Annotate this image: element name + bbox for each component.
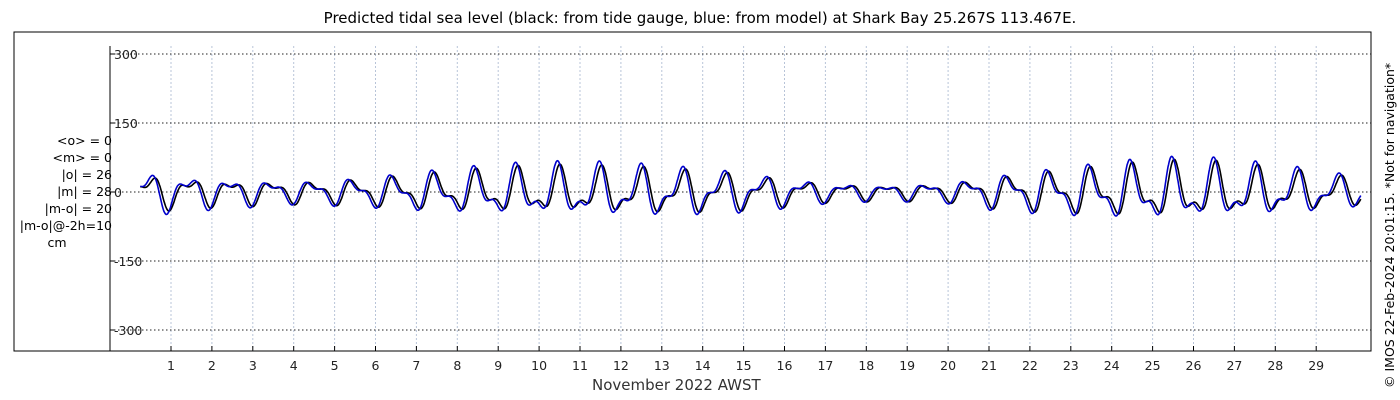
- stat-lagged-difference: |m-o|@-2h=10: [19, 218, 112, 233]
- x-tick-label: 4: [290, 358, 298, 373]
- x-tick-label: 26: [1186, 358, 1202, 373]
- y-tick-label: -150: [114, 254, 142, 269]
- x-tick-label: 7: [412, 358, 420, 373]
- stat-abs-model: |m| = 28: [57, 184, 112, 199]
- chart-title: Predicted tidal sea level (black: from t…: [323, 9, 1077, 27]
- x-tick-label: 28: [1267, 358, 1283, 373]
- stat-abs-observed: |o| = 26: [61, 167, 112, 182]
- x-tick-label: 10: [531, 358, 547, 373]
- x-tick-label: 5: [331, 358, 339, 373]
- x-tick-label: 15: [736, 358, 752, 373]
- model-series-line: [139, 155, 1362, 217]
- x-tick-label: 17: [817, 358, 833, 373]
- x-tick-label: 19: [899, 358, 915, 373]
- x-tick-label: 29: [1308, 358, 1324, 373]
- x-tick-label: 25: [1145, 358, 1161, 373]
- x-tick-label: 12: [613, 358, 629, 373]
- x-tick-label: 1: [167, 358, 175, 373]
- x-tick-label: 24: [1104, 358, 1120, 373]
- x-tick-label: 27: [1226, 358, 1242, 373]
- x-tick-label: 9: [494, 358, 502, 373]
- stat-mean-model: <m> = 0: [52, 150, 113, 165]
- statistics-panel: <o> = 0 <m> = 0 |o| = 26 |m| = 28 |m-o| …: [8, 132, 112, 251]
- stat-abs-difference: |m-o| = 20: [44, 201, 112, 216]
- x-tick-label: 8: [453, 358, 461, 373]
- x-tick-label: 18: [858, 358, 874, 373]
- stat-mean-observed: <o> = 0: [57, 133, 112, 148]
- x-tick-label: 20: [940, 358, 956, 373]
- x-tick-label: 22: [1022, 358, 1038, 373]
- y-tick-label: 300: [114, 47, 138, 62]
- x-tick-label: 16: [777, 358, 793, 373]
- stat-unit: cm: [47, 235, 67, 250]
- x-tick-label: 13: [654, 358, 670, 373]
- x-tick-label: 11: [572, 358, 588, 373]
- y-tick-label: -300: [114, 323, 142, 338]
- x-tick-label: 2: [208, 358, 216, 373]
- x-axis-label: November 2022 AWST: [592, 376, 761, 394]
- y-tick-label: 150: [114, 116, 138, 131]
- copyright-stamp: © IMOS 22-Feb-2024 20:01:15. *Not for na…: [1382, 62, 1397, 388]
- x-tick-label: 23: [1063, 358, 1079, 373]
- tide-gauge-series-line: [140, 158, 1362, 215]
- x-tick-label: 3: [249, 358, 257, 373]
- y-tick-label: 0: [114, 185, 122, 200]
- x-tick-label: 6: [372, 358, 380, 373]
- x-tick-label: 21: [981, 358, 997, 373]
- x-tick-label: 14: [695, 358, 711, 373]
